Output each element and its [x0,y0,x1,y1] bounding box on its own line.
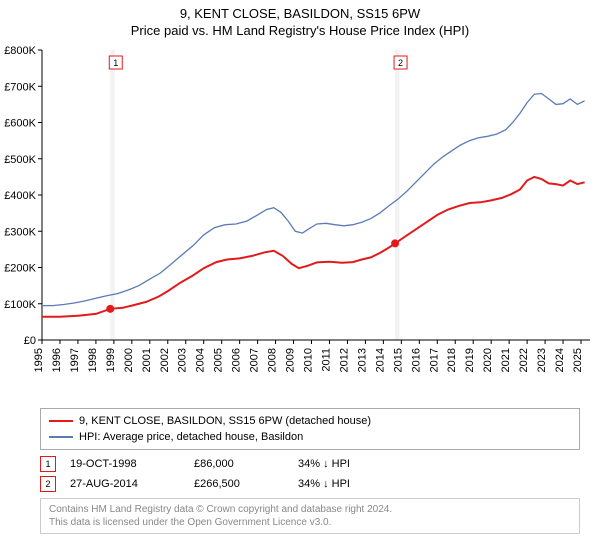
svg-text:£0: £0 [24,335,36,347]
legend-swatch-price-paid [49,420,73,422]
svg-text:2007: 2007 [249,348,261,372]
svg-text:2011: 2011 [320,348,332,372]
svg-text:2: 2 [398,58,403,68]
svg-text:2023: 2023 [536,348,548,372]
svg-text:2016: 2016 [410,348,422,372]
svg-text:2009: 2009 [285,348,297,372]
svg-text:2000: 2000 [123,348,135,372]
svg-text:2006: 2006 [231,348,243,372]
svg-text:1997: 1997 [69,348,81,372]
svg-text:2010: 2010 [303,348,315,372]
event-badge-1: 1 [40,456,56,472]
svg-text:2022: 2022 [518,348,530,372]
event-price-1: £86,000 [194,454,284,474]
svg-text:£600K: £600K [4,118,36,130]
svg-text:1995: 1995 [33,348,45,372]
svg-text:2024: 2024 [554,348,566,372]
svg-text:1999: 1999 [105,348,117,372]
page-subtitle: Price paid vs. HM Land Registry's House … [0,21,600,42]
legend-label-price-paid: 9, KENT CLOSE, BASILDON, SS15 6PW (detac… [79,413,371,429]
events-table: 1 19-OCT-1998 £86,000 34% ↓ HPI 2 27-AUG… [40,454,580,494]
svg-text:£800K: £800K [4,45,36,57]
svg-text:2019: 2019 [464,348,476,372]
legend-swatch-hpi [49,436,73,438]
event-badge-2: 2 [40,476,56,492]
event-date-2: 27-AUG-2014 [70,474,180,494]
svg-text:2020: 2020 [482,348,494,372]
event-row-1: 1 19-OCT-1998 £86,000 34% ↓ HPI [40,454,580,474]
chart-area: £0 £100K £200K £300K £400K £500K £600K £700K £80… [0,42,600,402]
svg-text:2003: 2003 [177,348,189,372]
svg-text:£700K: £700K [4,81,36,93]
svg-text:2001: 2001 [141,348,153,372]
svg-text:1996: 1996 [51,348,63,372]
svg-text:2012: 2012 [338,348,350,372]
svg-text:£500K: £500K [4,154,36,166]
footer-line-1: Contains HM Land Registry data © Crown c… [49,503,571,516]
event-delta-2: 34% ↓ HPI [298,474,350,494]
price-chart: £0 £100K £200K £300K £400K £500K £600K £700K £80… [0,42,600,402]
svg-text:2021: 2021 [500,348,512,372]
footer-attribution: Contains HM Land Registry data © Crown c… [40,498,580,534]
svg-text:2002: 2002 [159,348,171,372]
svg-text:2018: 2018 [446,348,458,372]
svg-text:2008: 2008 [267,348,279,372]
svg-text:1998: 1998 [87,348,99,372]
legend-row-hpi: HPI: Average price, detached house, Basi… [49,429,571,445]
svg-text:2014: 2014 [374,348,386,372]
legend-box: 9, KENT CLOSE, BASILDON, SS15 6PW (detac… [40,408,580,450]
svg-text:£300K: £300K [4,226,36,238]
event-date-1: 19-OCT-1998 [70,454,180,474]
legend-row-price-paid: 9, KENT CLOSE, BASILDON, SS15 6PW (detac… [49,413,571,429]
legend-label-hpi: HPI: Average price, detached house, Basi… [79,429,303,445]
event-price-2: £266,500 [194,474,284,494]
svg-text:2005: 2005 [213,348,225,372]
svg-text:£200K: £200K [4,263,36,275]
event-delta-1: 34% ↓ HPI [298,454,350,474]
page-title: 9, KENT CLOSE, BASILDON, SS15 6PW [0,0,600,21]
svg-text:2015: 2015 [392,348,404,372]
svg-text:2013: 2013 [356,348,368,372]
svg-text:2017: 2017 [428,348,440,372]
svg-text:2004: 2004 [195,348,207,372]
svg-text:1: 1 [113,58,118,68]
svg-text:2025: 2025 [572,348,584,372]
event-row-2: 2 27-AUG-2014 £266,500 34% ↓ HPI [40,474,580,494]
footer-line-2: This data is licensed under the Open Gov… [49,516,571,529]
svg-text:£100K: £100K [4,299,36,311]
svg-text:£400K: £400K [4,190,36,202]
